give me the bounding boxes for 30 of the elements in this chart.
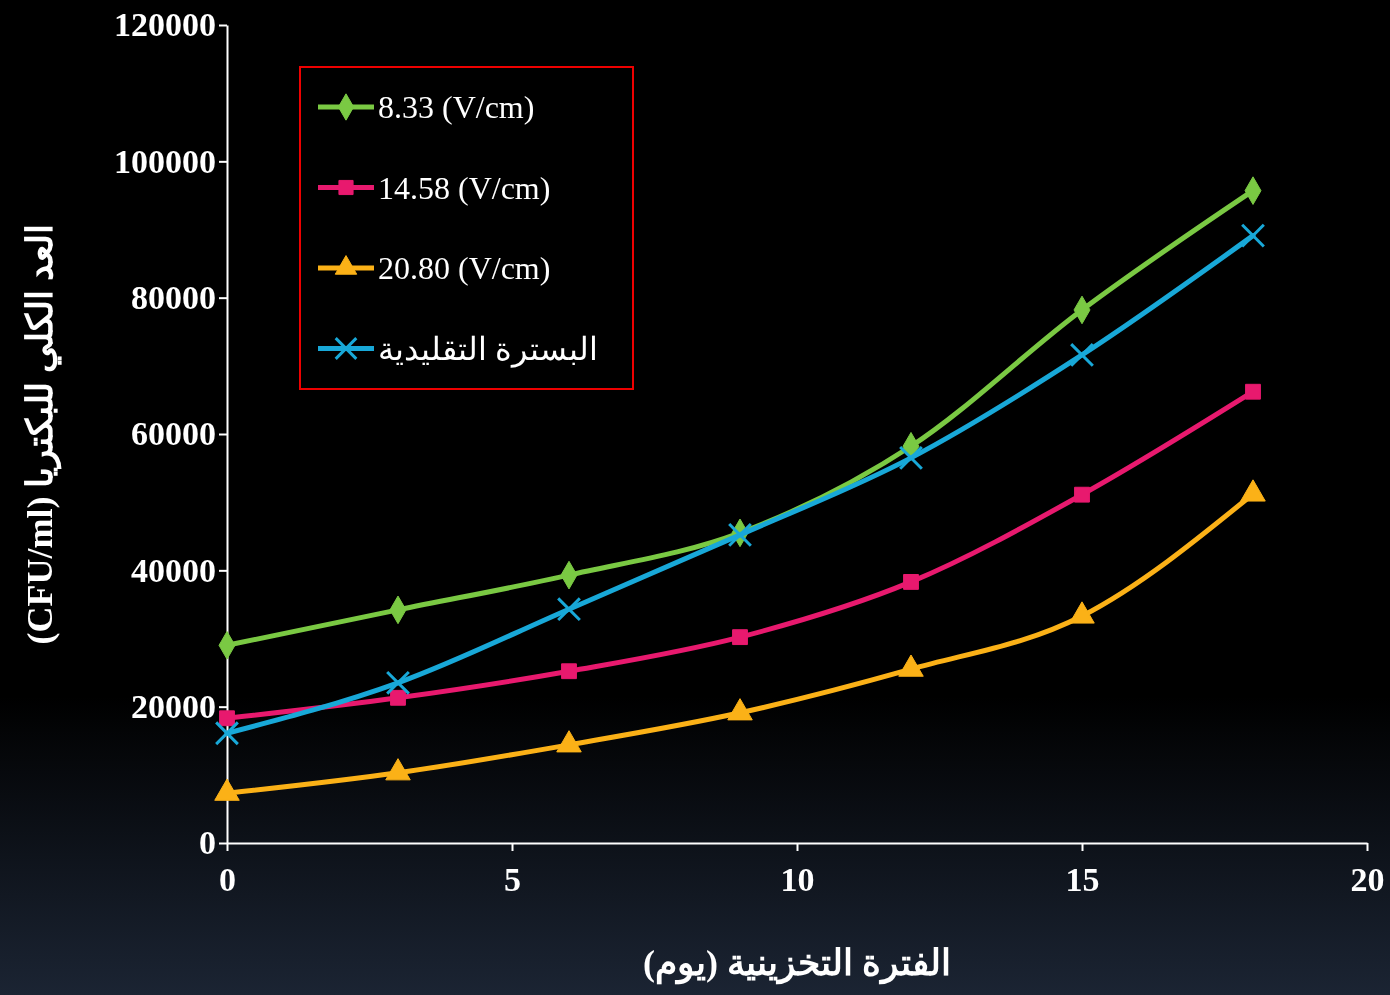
x-tick-label: 15	[1065, 861, 1100, 899]
x-tick-label: 20	[1350, 861, 1385, 899]
x-tick-label: 10	[780, 861, 815, 899]
point	[390, 689, 406, 706]
point	[732, 629, 748, 646]
legend-label: البسترة التقليدية	[378, 330, 598, 368]
legend-label: 8.33 (V/cm)	[378, 89, 535, 125]
y-tick-label: 80000	[131, 279, 216, 317]
legend-label: 20.80 (V/cm)	[378, 250, 551, 286]
y-tick-label: 0	[199, 824, 216, 862]
point	[898, 445, 924, 471]
point	[1069, 342, 1095, 368]
point	[1245, 383, 1261, 400]
y-tick-label: 40000	[131, 551, 216, 589]
point	[556, 596, 582, 622]
point	[561, 663, 577, 680]
y-tick-label: 20000	[131, 688, 216, 726]
y-axis-title: العد الكلي للبكتريا (CFU/ml)	[20, 223, 62, 645]
x-axis-title: الفترة التخزينية (يوم)	[643, 943, 951, 985]
y-tick-label: 60000	[131, 415, 216, 453]
point	[1240, 223, 1266, 248]
point	[1074, 486, 1090, 503]
point	[903, 574, 919, 590]
x-tick-label: 5	[504, 861, 521, 899]
y-tick-label: 120000	[114, 6, 216, 44]
point	[214, 720, 240, 746]
point	[385, 670, 411, 696]
y-tick-label: 100000	[114, 142, 216, 180]
point	[219, 710, 235, 727]
legend-label: 14.58 (V/cm)	[378, 169, 551, 206]
